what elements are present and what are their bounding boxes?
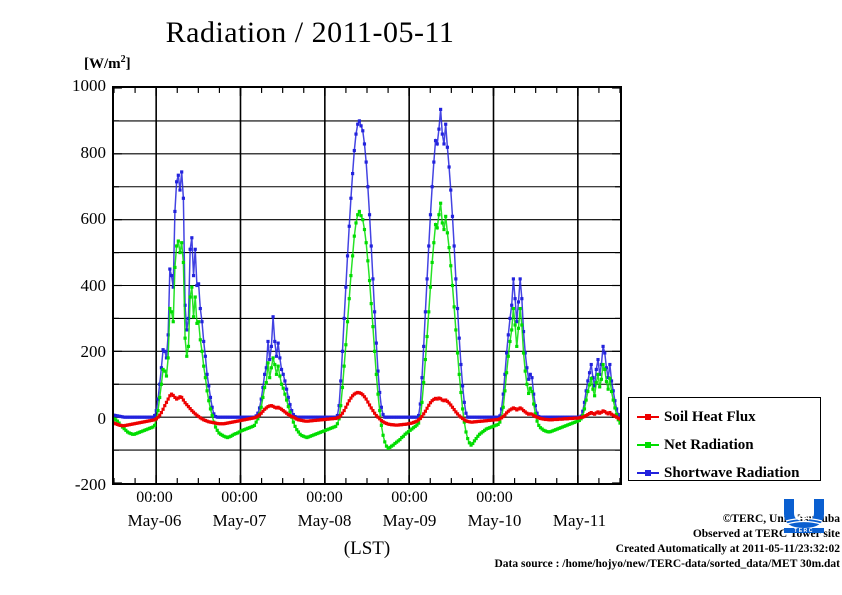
x-axis-time-tick-3: 00:00 [391, 489, 428, 506]
credit-observation-site: Observed at TERC Tower site [692, 528, 840, 540]
legend-label: Soil Heat Flux [664, 408, 756, 425]
x-axis-time-labels: 00:00 00:00 00:00 00:00 00:00 [112, 489, 622, 511]
x-axis-day-tick-may-08: May-08 [297, 511, 352, 530]
data-series-layer [114, 107, 620, 451]
y-axis-tick-400: 400 [80, 275, 107, 295]
x-axis-time-tick-4: 00:00 [476, 489, 513, 506]
x-axis-day-tick-may-11: May-11 [552, 511, 607, 530]
x-axis-time-tick-0: 00:00 [136, 489, 173, 506]
y-axis-tick-1000: 1000 [72, 76, 106, 95]
x-axis-title: (LST) [343, 538, 391, 559]
series-net-radiation [114, 201, 620, 451]
y-axis-unit-label: [W/m2] [84, 54, 131, 73]
y-axis-tick--200: -200 [74, 475, 106, 494]
y-axis-unit-text: [W/m [84, 56, 121, 72]
legend-item-soil-heat-flux[interactable]: Soil Heat Flux [637, 403, 816, 431]
y-axis-tick-labels: 1000 800 600 400 200 0 -200 [40, 76, 107, 494]
legend-swatch-icon [637, 440, 659, 450]
y-axis-unit-bracket: ] [125, 56, 131, 72]
x-axis-day-tick-may-09: May-09 [382, 511, 437, 530]
series-shortwave-radiation [114, 107, 620, 419]
legend-swatch-icon [637, 412, 659, 422]
x-axis-day-labels: May-06 May-07 May-08 May-09 May-10 May-11 [92, 511, 642, 535]
x-axis-day-tick-may-06: May-06 [127, 511, 182, 530]
terc-logo-icon: TERC [784, 499, 824, 533]
legend-label: Net Radiation [664, 436, 754, 453]
credit-data-source: Data source : /home/hojyo/new/TERC-data/… [494, 558, 840, 570]
legend-item-net-radiation[interactable]: Net Radiation [637, 431, 816, 459]
credit-copyright: ©TERC, Univ. Tsukuba [722, 513, 840, 525]
x-axis-time-tick-2: 00:00 [306, 489, 343, 506]
x-axis-day-tick-may-07: May-07 [212, 511, 267, 530]
grid-lines [114, 88, 620, 483]
y-axis-tick-200: 200 [80, 342, 107, 361]
y-axis-unit-exponent: 2 [120, 54, 126, 65]
legend: Soil Heat Flux Net Radiation Shortwave Rad… [628, 397, 821, 481]
x-axis-time-tick-1: 00:00 [221, 489, 258, 506]
page-title: Radiation / 2011-05-11 [165, 16, 455, 49]
legend-label: Shortwave Radiation [664, 464, 800, 481]
y-axis-tick-800: 800 [80, 142, 107, 162]
plot-area [112, 86, 622, 485]
legend-item-shortwave-radiation[interactable]: Shortwave Radiation [637, 459, 816, 487]
series-soil-heat-flux [114, 390, 620, 428]
credits-block: ©TERC, Univ. Tsukuba Observed at TERC To… [420, 512, 840, 572]
legend-swatch-icon [637, 468, 659, 478]
x-axis-day-tick-may-10: May-10 [467, 511, 522, 530]
y-axis-tick-0: 0 [97, 408, 107, 428]
credit-created-timestamp: Created Automatically at 2011-05-11/23:3… [615, 543, 840, 555]
svg-text:TERC: TERC [794, 528, 814, 533]
y-axis-tick-600: 600 [80, 209, 107, 228]
